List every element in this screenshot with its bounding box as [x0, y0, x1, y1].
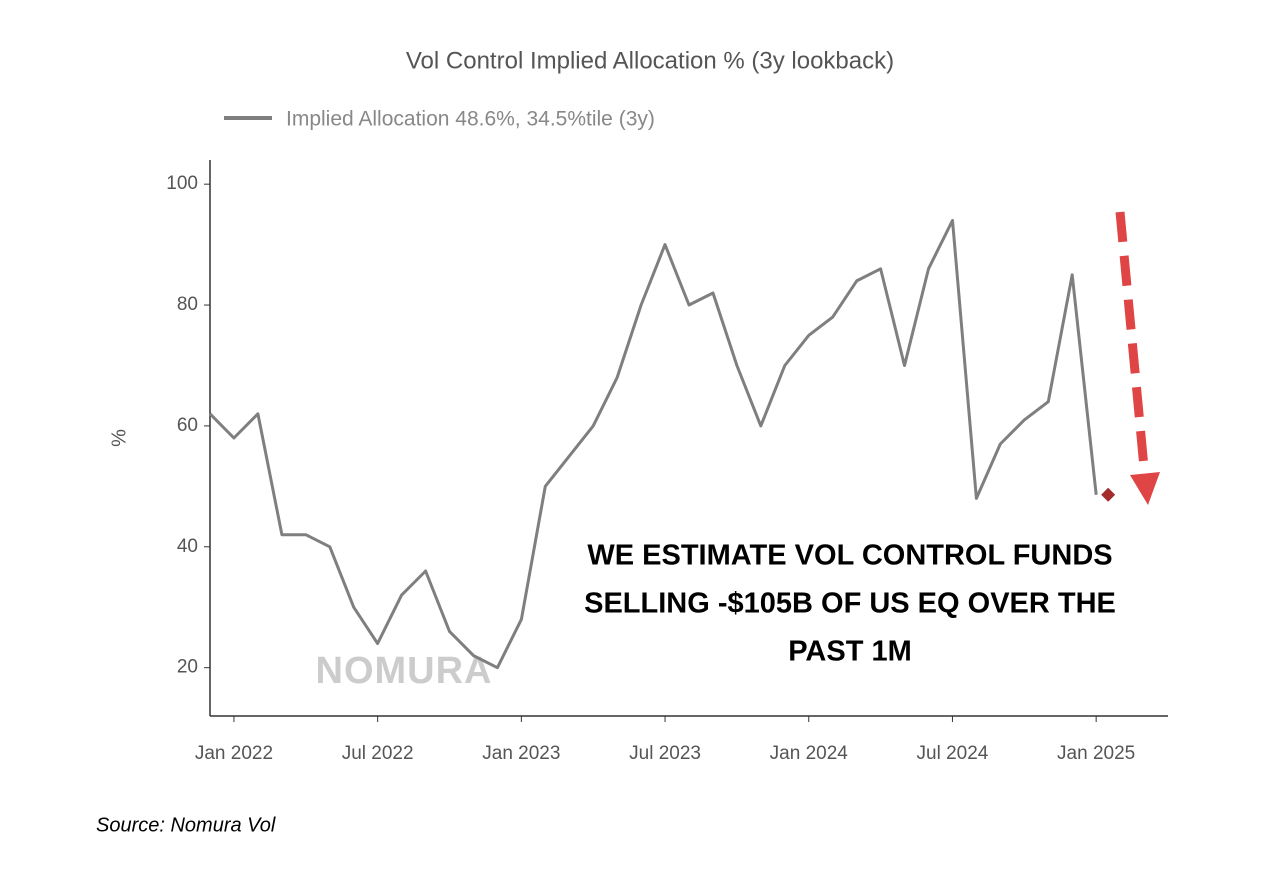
arrow-head: [1130, 472, 1160, 505]
y-tick-label: 40: [177, 536, 198, 557]
annotation-line: SELLING -$105B OF US EQ OVER THE: [584, 588, 1116, 620]
x-tick-label: Jul 2023: [629, 743, 701, 764]
y-tick-label: 100: [166, 173, 198, 194]
x-tick-label: Jul 2024: [917, 743, 989, 764]
annotation: WE ESTIMATE VOL CONTROL FUNDS SELLING -$…: [584, 540, 1116, 668]
y-tick-label: 80: [177, 294, 198, 315]
annotation-line: PAST 1M: [788, 636, 912, 668]
chart-title: Vol Control Implied Allocation % (3y loo…: [406, 47, 894, 74]
end-marker: [1101, 487, 1116, 502]
x-tick-label: Jul 2022: [342, 743, 414, 764]
legend-label: Implied Allocation 48.6%, 34.5%tile (3y): [286, 108, 655, 131]
x-tick-label: Jan 2025: [1057, 743, 1135, 764]
x-tick-label: Jan 2022: [195, 743, 273, 764]
x-tick-label: Jan 2024: [770, 743, 849, 764]
annotation-line: WE ESTIMATE VOL CONTROL FUNDS: [587, 540, 1112, 572]
y-tick-label: 60: [177, 415, 198, 436]
arrow-shaft: [1115, 211, 1150, 479]
x-tick-label: Jan 2023: [482, 743, 560, 764]
data-line: [208, 218, 1098, 670]
source-note: Source: Nomura Vol: [96, 814, 276, 836]
watermark: NOMURA: [316, 650, 493, 692]
y-axis-label: %: [108, 429, 130, 447]
y-tick-label: 20: [177, 657, 198, 678]
